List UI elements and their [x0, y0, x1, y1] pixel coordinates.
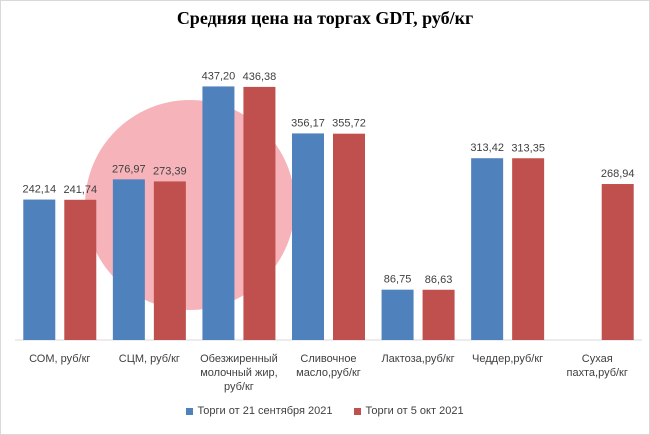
- data-label: 276,97: [112, 163, 146, 175]
- data-label: 241,74: [63, 184, 97, 196]
- legend-swatch: [186, 407, 194, 415]
- x-tick-label: Чеддер,руб/кг: [472, 353, 544, 365]
- chart-title: Средняя цена на торгах GDT, руб/кг: [176, 8, 474, 28]
- legend-item: Торги от 21 сентября 2021: [186, 405, 332, 417]
- bar: [64, 199, 97, 340]
- legend-item: Торги от 5 окт 2021: [354, 405, 464, 417]
- bar: [333, 133, 365, 340]
- x-tick-label: Сливочное масло,руб/кг: [296, 353, 361, 379]
- bar: [422, 289, 455, 340]
- data-label: 313,42: [470, 142, 504, 154]
- data-label: 356,17: [291, 117, 325, 129]
- bar: [202, 86, 235, 340]
- data-label: 436,38: [243, 71, 277, 83]
- data-label: 313,35: [511, 142, 545, 154]
- legend: Торги от 21 сентября 2021 Торги от 5 окт …: [0, 405, 650, 417]
- x-tick-label: Обезжиренный молочный жир, руб/кг: [200, 353, 278, 393]
- data-label: 268,94: [601, 168, 635, 180]
- bar: [381, 289, 414, 340]
- legend-label: Торги от 21 сентября 2021: [197, 405, 333, 417]
- data-label: 273,39: [153, 165, 187, 177]
- x-tick-label: Сухая пахта,руб/кг: [566, 353, 628, 379]
- x-tick-label: СЦМ, руб/кг: [118, 353, 180, 365]
- bar: [153, 181, 186, 340]
- data-label: 242,14: [22, 184, 56, 196]
- data-label: 355,72: [332, 118, 366, 130]
- x-tick-label: СОМ, руб/кг: [29, 353, 91, 365]
- legend-swatch: [354, 407, 362, 415]
- legend-label: Торги от 5 окт 2021: [365, 405, 464, 417]
- data-label: 86,63: [425, 274, 453, 286]
- data-label: 86,75: [384, 274, 412, 286]
- bar: [23, 199, 56, 340]
- bar: [112, 179, 145, 340]
- x-tick-label: Лактоза,руб/кг: [381, 353, 455, 365]
- bar: [243, 86, 276, 340]
- data-label: 437,20: [202, 70, 236, 82]
- bar: [471, 158, 504, 340]
- bar: [601, 184, 634, 340]
- bar: [292, 133, 324, 340]
- bar: [512, 158, 545, 340]
